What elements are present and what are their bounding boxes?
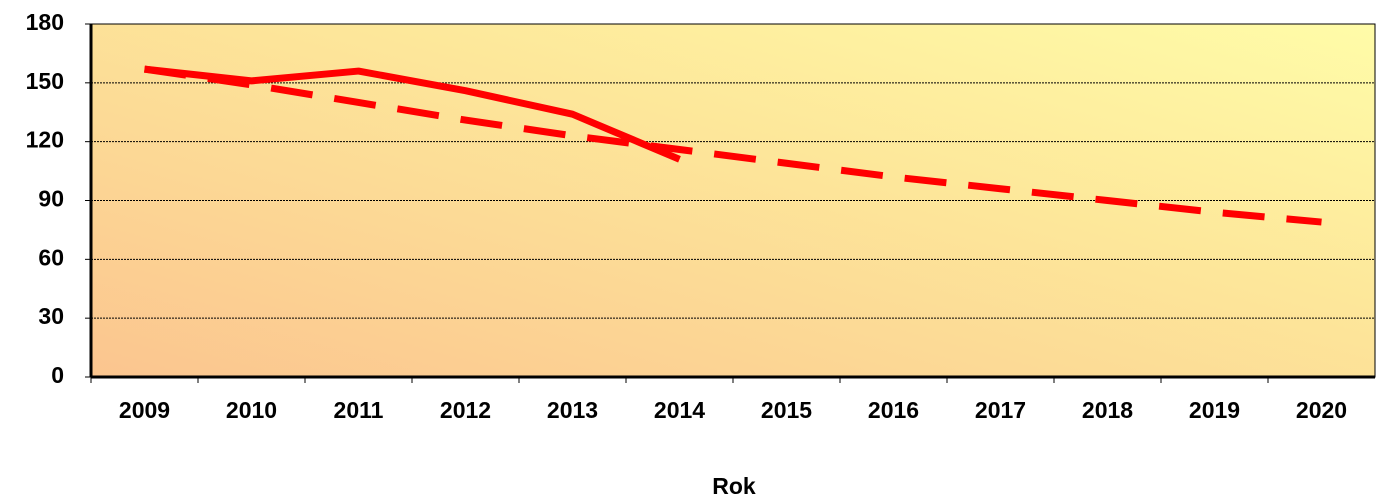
x-tick-label: 2017: [975, 397, 1026, 423]
y-tick-label: 90: [38, 186, 64, 212]
series-line: [143, 65, 1322, 226]
x-tick-label: 2020: [1296, 397, 1347, 423]
y-tick-label: 180: [26, 9, 64, 35]
x-tick-label: 2015: [761, 397, 812, 423]
x-tick-label: 2019: [1189, 397, 1240, 423]
x-tick-label: 2012: [440, 397, 491, 423]
x-tick-label: 2018: [1082, 397, 1133, 423]
x-axis-label: Rok: [712, 473, 756, 499]
y-tick-label: 60: [38, 244, 64, 270]
y-tick-label: 150: [26, 68, 64, 94]
x-tick-label: 2014: [654, 397, 705, 423]
y-tick-label: 30: [38, 303, 64, 329]
x-tick-label: 2011: [334, 397, 384, 423]
y-tick-label: 0: [51, 362, 64, 388]
x-tick-label: 2010: [226, 397, 277, 423]
x-tick-label: 2013: [547, 397, 598, 423]
x-tick-label: 2009: [119, 397, 170, 423]
y-tick-label: 120: [26, 127, 64, 153]
x-tick-label: 2016: [868, 397, 919, 423]
